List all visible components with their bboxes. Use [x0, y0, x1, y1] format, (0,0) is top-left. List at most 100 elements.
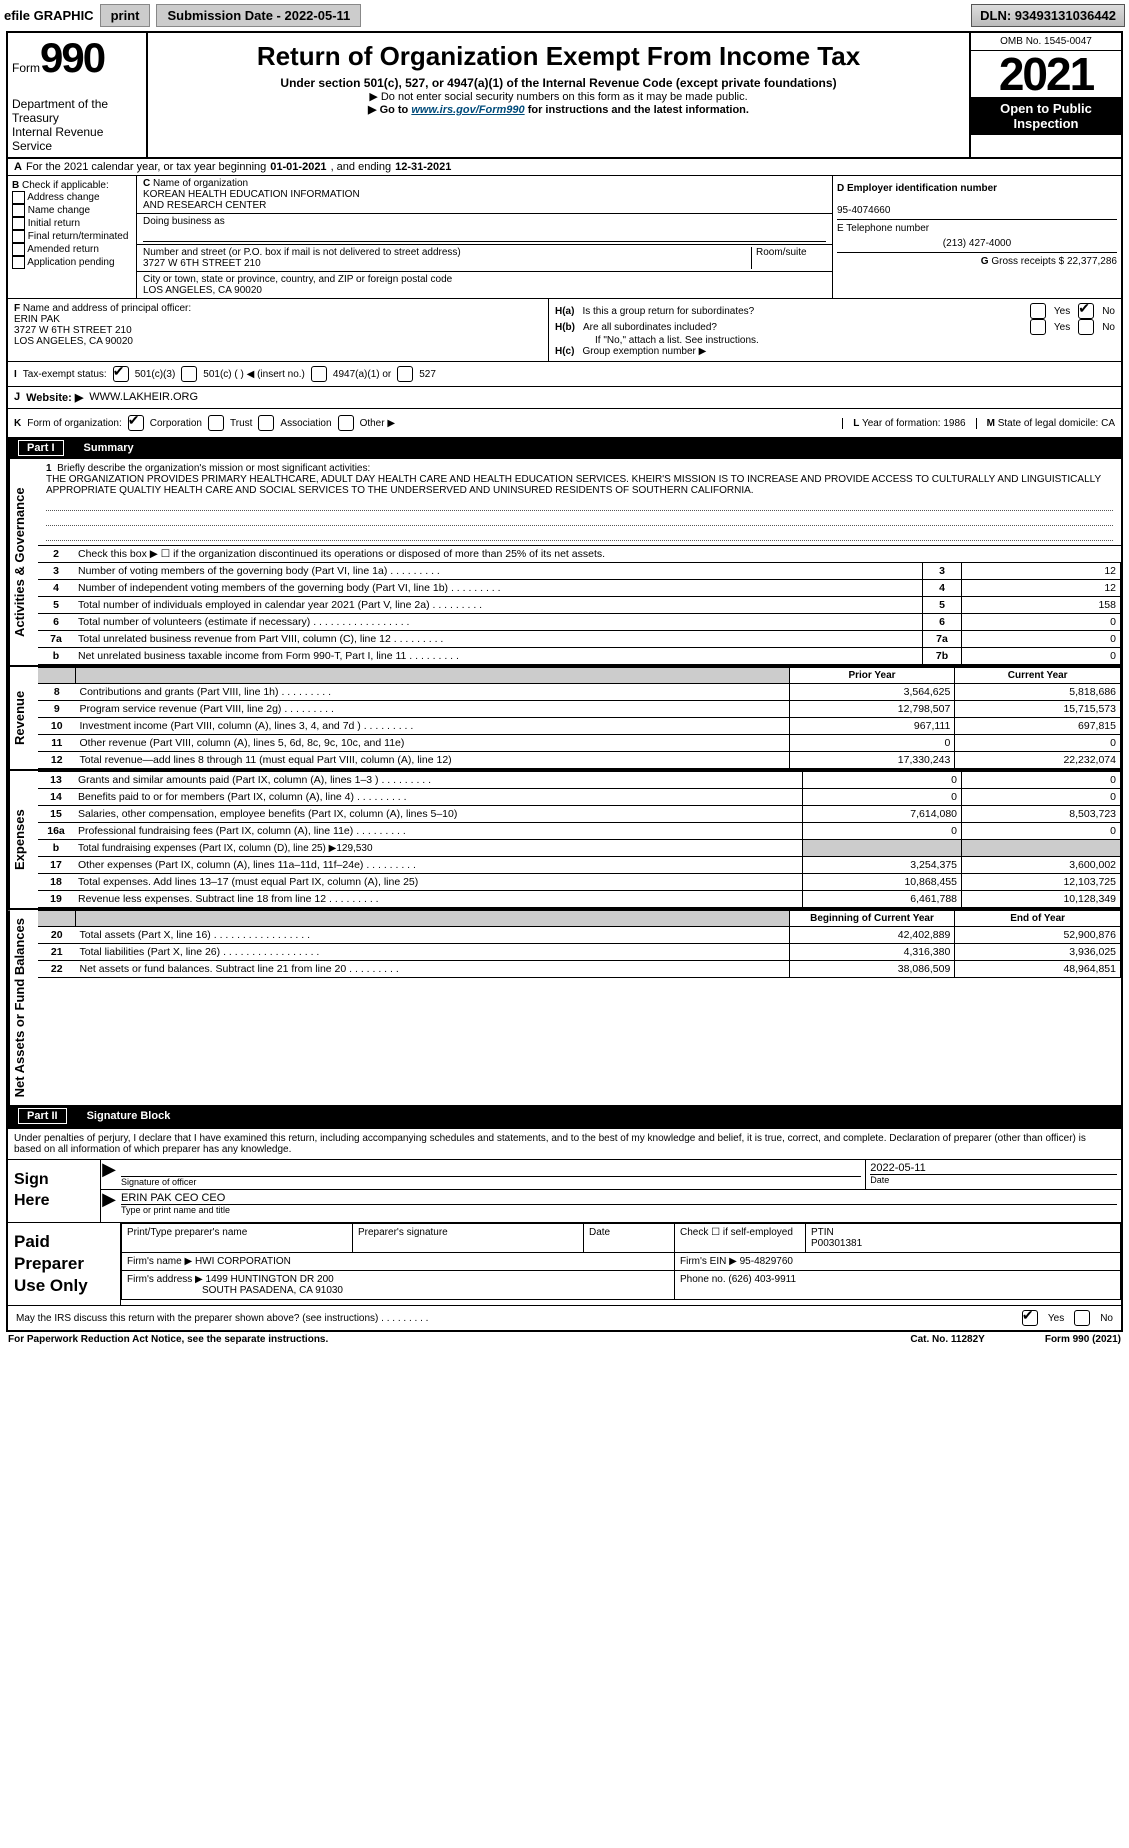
- cb-527[interactable]: [397, 366, 413, 382]
- cb-discuss-no[interactable]: [1074, 1310, 1090, 1326]
- governance-table: 2 Check this box ▶ ☐ if the organization…: [38, 545, 1121, 665]
- ein-value: 95-4074660: [837, 205, 890, 216]
- cb-final-return[interactable]: [12, 230, 25, 243]
- sub3-pre: ▶ Go to: [368, 104, 411, 116]
- vtab-net: Net Assets or Fund Balances: [8, 910, 38, 1105]
- m-text: State of legal domicile:: [995, 418, 1101, 429]
- cb-amended[interactable]: [12, 243, 25, 256]
- submission-date-button[interactable]: Submission Date - 2022-05-11: [156, 4, 361, 27]
- cb-501c3[interactable]: [113, 366, 129, 382]
- blank-header-2: [76, 911, 790, 927]
- addr-label: Number and street (or P.O. box if mail i…: [143, 247, 461, 258]
- cb-4947[interactable]: [311, 366, 327, 382]
- website-url: WWW.LAKHEIR.ORG: [89, 391, 198, 404]
- hb-label: H(b): [555, 322, 575, 333]
- hb-text: Are all subordinates included?: [583, 322, 1022, 333]
- part-2-header: Part II Signature Block: [8, 1105, 1121, 1127]
- hdr-prior: Prior Year: [789, 668, 955, 684]
- hdr-end: End of Year: [955, 911, 1121, 927]
- cb-ha-yes[interactable]: [1030, 303, 1046, 319]
- firm-addr2: SOUTH PASADENA, CA 91030: [202, 1285, 343, 1296]
- table-row: 22Net assets or fund balances. Subtract …: [38, 961, 1121, 978]
- dept-treasury: Department of the Treasury: [12, 97, 142, 125]
- j-label: J: [14, 391, 20, 404]
- summary-governance: Activities & Governance 1 Briefly descri…: [8, 459, 1121, 667]
- hdr-curr: Current Year: [955, 668, 1121, 684]
- table-row: 8Contributions and grants (Part VIII, li…: [38, 684, 1121, 701]
- cb-name-change[interactable]: [12, 204, 25, 217]
- form-header-row: Form 990 Department of the Treasury Inte…: [8, 33, 1121, 159]
- prep-h4: Check ☐ if self-employed: [675, 1224, 806, 1253]
- cb-initial-return[interactable]: [12, 217, 25, 230]
- section-b: B Check if applicable: Address change Na…: [8, 176, 1121, 299]
- section-b-mid: C Name of organization KOREAN HEALTH EDU…: [136, 176, 833, 298]
- cb-ha-no[interactable]: [1078, 303, 1094, 319]
- cb-hb-no[interactable]: [1078, 319, 1094, 335]
- table-row: 18Total expenses. Add lines 13–17 (must …: [38, 874, 1121, 891]
- table-row: 9Program service revenue (Part VIII, lin…: [38, 701, 1121, 718]
- officer-addr2: LOS ANGELES, CA 90020: [14, 336, 133, 347]
- arrow-icon: ▶: [101, 1160, 117, 1189]
- opt-4947: 4947(a)(1) or: [333, 369, 391, 380]
- line1-text: Briefly describe the organization's miss…: [57, 463, 370, 474]
- hb-no: No: [1102, 322, 1115, 333]
- section-f-right: H(a) Is this a group return for subordin…: [548, 299, 1121, 361]
- table-row: 16aProfessional fundraising fees (Part I…: [38, 823, 1121, 840]
- discuss-no: No: [1100, 1313, 1113, 1324]
- cb-discuss-yes[interactable]: [1022, 1310, 1038, 1326]
- form-header-mid: Return of Organization Exempt From Incom…: [148, 33, 969, 157]
- sig-date: 2022-05-11: [870, 1162, 1117, 1174]
- vtab-governance: Activities & Governance: [8, 459, 38, 665]
- c-text: Name of organization: [150, 178, 248, 189]
- state-domicile: CA: [1101, 418, 1115, 429]
- row-a-text2: , and ending: [331, 161, 392, 173]
- table-row: 19Revenue less expenses. Subtract line 1…: [38, 891, 1121, 908]
- prep-h1: Print/Type preparer's name: [122, 1224, 353, 1253]
- cb-hb-yes[interactable]: [1030, 319, 1046, 335]
- irs-link[interactable]: www.irs.gov/Form990: [411, 104, 524, 116]
- cb-501c[interactable]: [181, 366, 197, 382]
- table-row: 3 Number of voting members of the govern…: [38, 563, 1121, 580]
- opt-final-return: Final return/terminated: [28, 231, 129, 242]
- i-label: I: [14, 369, 17, 380]
- tax-status-label: Tax-exempt status:: [23, 369, 107, 380]
- cb-address-change[interactable]: [12, 191, 25, 204]
- cb-other[interactable]: [338, 415, 354, 431]
- mission-text: THE ORGANIZATION PROVIDES PRIMARY HEALTH…: [46, 474, 1101, 496]
- print-button[interactable]: print: [100, 4, 151, 27]
- table-row: 12Total revenue—add lines 8 through 11 (…: [38, 752, 1121, 769]
- table-row: 13Grants and similar amounts paid (Part …: [38, 772, 1121, 789]
- officer-print-name: ERIN PAK CEO CEO: [121, 1192, 1117, 1204]
- section-f-left: F Name and address of principal officer:…: [8, 299, 548, 361]
- row-a-date2: 12-31-2021: [395, 161, 451, 173]
- perjury-text: Under penalties of perjury, I declare th…: [8, 1129, 1121, 1159]
- sig-date-label: Date: [870, 1174, 1117, 1185]
- bottom-line: For Paperwork Reduction Act Notice, see …: [0, 1332, 1129, 1351]
- part-1-header: Part I Summary: [8, 437, 1121, 459]
- cb-corp[interactable]: [128, 415, 144, 431]
- year-formation: 1986: [943, 418, 965, 429]
- addr-value: 3727 W 6TH STREET 210: [143, 258, 261, 269]
- cb-app-pending[interactable]: [12, 256, 25, 269]
- form-word: Form: [12, 61, 40, 75]
- ha-label: H(a): [555, 306, 574, 317]
- firm-name: HWI CORPORATION: [195, 1256, 291, 1267]
- city-value: LOS ANGELES, CA 90020: [143, 285, 262, 296]
- sign-here-row: Sign Here ▶ Signature of officer 2022-05…: [8, 1159, 1121, 1222]
- ha-no: No: [1102, 306, 1115, 317]
- section-f: F Name and address of principal officer:…: [8, 299, 1121, 362]
- cb-assoc[interactable]: [258, 415, 274, 431]
- table-row: b Net unrelated business taxable income …: [38, 648, 1121, 665]
- opt-assoc: Association: [280, 418, 331, 429]
- summary-net-assets: Net Assets or Fund Balances Beginning of…: [8, 910, 1121, 1105]
- table-row: 14Benefits paid to or for members (Part …: [38, 789, 1121, 806]
- sub3-post: for instructions and the latest informat…: [525, 104, 749, 116]
- underline-2: [46, 511, 1113, 526]
- dba-label: Doing business as: [143, 216, 225, 227]
- firm-phone: (626) 403-9911: [728, 1274, 796, 1285]
- summary-expenses: Expenses 13Grants and similar amounts pa…: [8, 771, 1121, 910]
- cb-trust[interactable]: [208, 415, 224, 431]
- vtab-expenses: Expenses: [8, 771, 38, 908]
- line1-num: 1: [46, 463, 52, 474]
- table-row: 15Salaries, other compensation, employee…: [38, 806, 1121, 823]
